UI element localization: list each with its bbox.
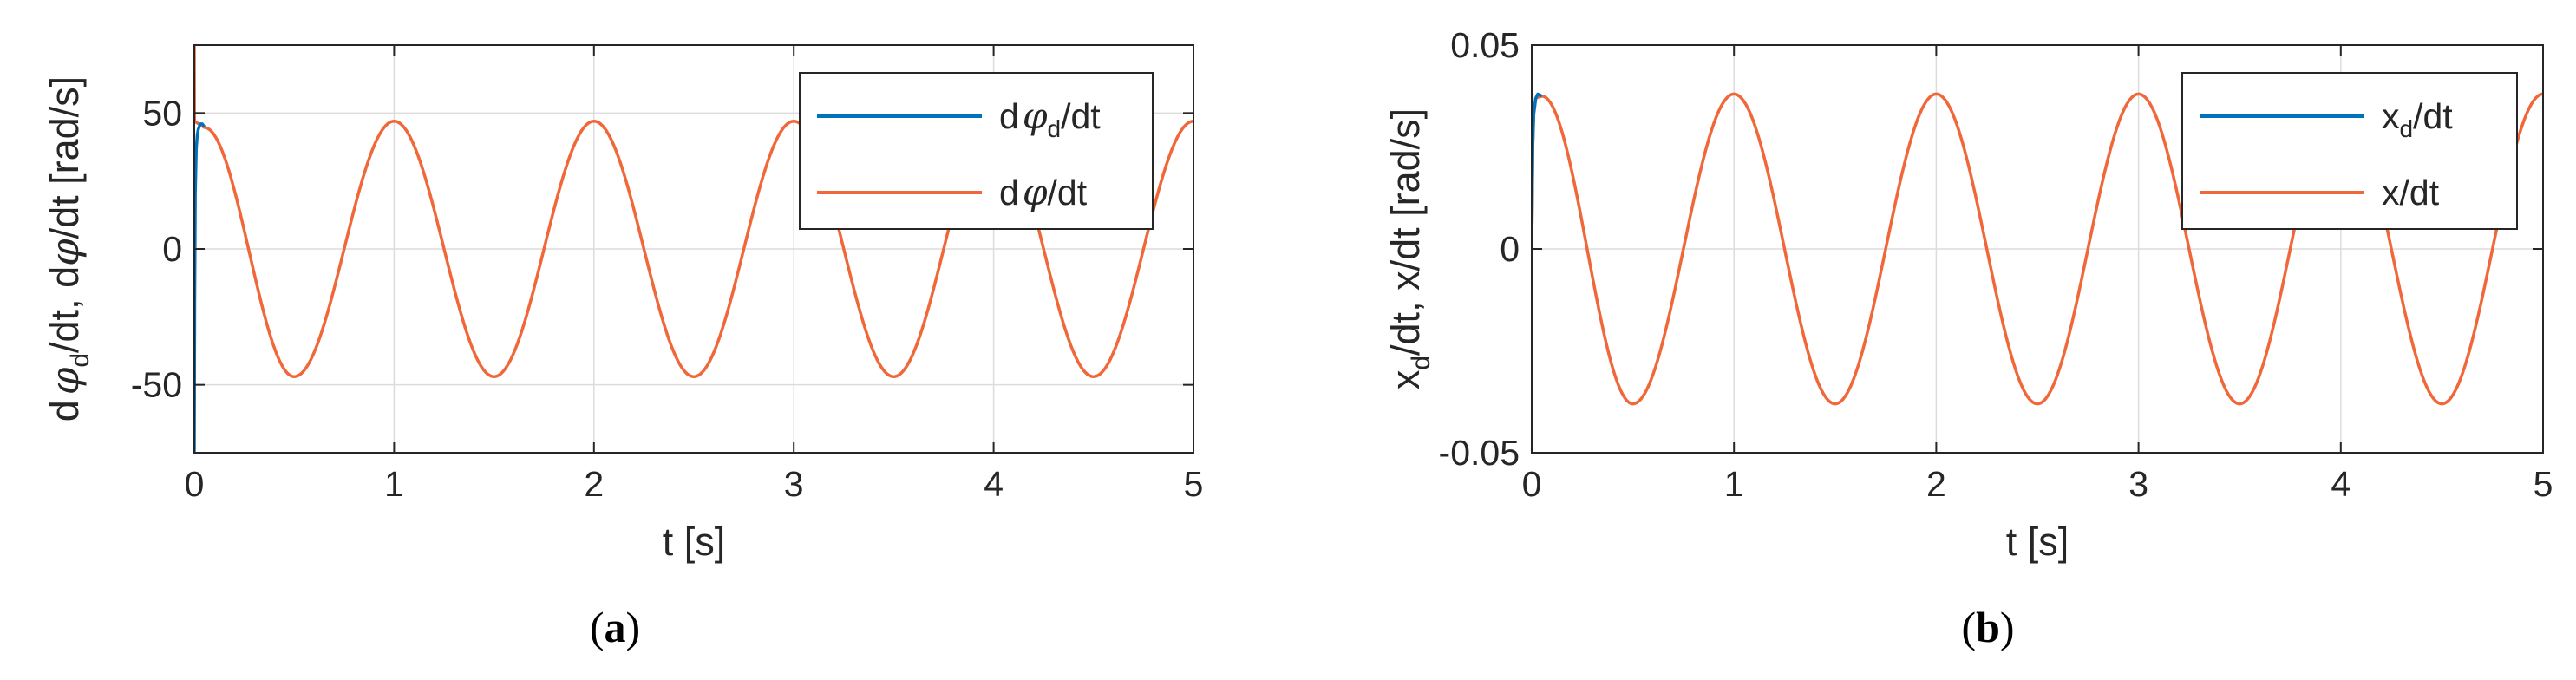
y-axis-label-b: xd/dt, x/dt [rad/s]	[1383, 108, 1435, 389]
x-tick-label-0: 0	[1522, 464, 1542, 504]
chart-panel-a: 0 1 2 3 4 5 -50 0 50 dφd/dt dφ/dt t [s] dφd/dt, …	[42, 44, 1204, 651]
tick-labels-a: 0 1 2 3 4 5 -50 0 50	[131, 93, 1204, 504]
legend-label-series2-a: dφ/dt	[999, 172, 1088, 213]
legend-label-series1-b: xd/dt	[2382, 96, 2453, 142]
legend-a: dφd/dt dφ/dt	[799, 72, 1154, 230]
x-tick-label-3: 3	[784, 464, 804, 504]
ticks-a	[193, 45, 1194, 453]
x-tick-label-5: 5	[2534, 464, 2553, 504]
x-tick-label-4: 4	[2331, 464, 2350, 504]
ticks-b	[1531, 44, 2544, 454]
y-axis-label-a: dφd/dt, dφ/dt [rad/s]	[42, 76, 95, 422]
legend-b: xd/dt x/dt	[2181, 72, 2518, 230]
y-tick-label-1: 0	[162, 229, 182, 269]
y-tick-label-2: 50	[142, 93, 182, 133]
legend-label-series2-b: x/dt	[2382, 173, 2440, 212]
x-tick-label-4: 4	[984, 464, 1004, 504]
caption-a: (a)	[590, 603, 640, 651]
legend-box-b	[2181, 72, 2518, 230]
y-tick-label-0: -0.05	[1439, 433, 1520, 473]
x-tick-label-0: 0	[185, 464, 205, 504]
caption-b: (b)	[1961, 603, 2014, 651]
x-tick-label-2: 2	[584, 464, 604, 504]
x-tick-label-1: 1	[384, 464, 404, 504]
x-tick-label-5: 5	[1184, 464, 1204, 504]
y-tick-label-1: 0	[1500, 229, 1520, 269]
x-tick-label-2: 2	[1926, 464, 1946, 504]
legend-label-series1-a: dφd/dt	[999, 95, 1101, 142]
legend-box-a	[799, 72, 1154, 230]
y-tick-label-2: 0.05	[1450, 25, 1520, 65]
x-axis-label-a: t [s]	[663, 520, 726, 564]
y-tick-label-0: -50	[131, 365, 182, 405]
x-tick-label-1: 1	[1724, 464, 1744, 504]
x-tick-label-3: 3	[2128, 464, 2148, 504]
x-axis-label-b: t [s]	[2006, 520, 2069, 564]
